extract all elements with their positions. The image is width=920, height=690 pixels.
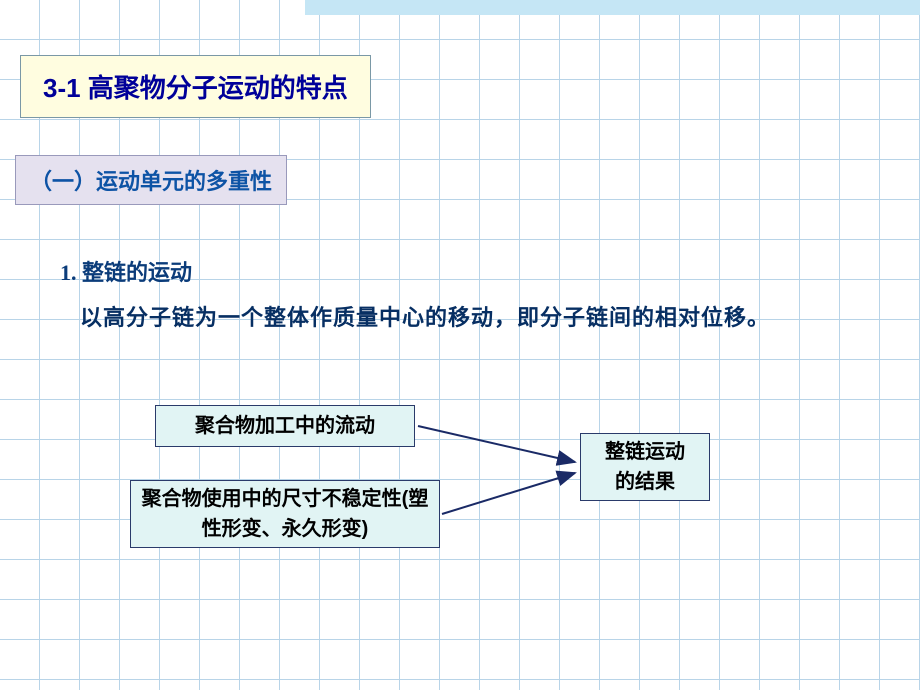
section-body: 以高分子链为一个整体作质量中心的移动，即分子链间的相对位移。 — [80, 300, 770, 332]
slide-subtitle: （一）运动单元的多重性 — [15, 155, 287, 205]
top-band — [305, 0, 920, 15]
flow-diagram: 聚合物加工中的流动 聚合物使用中的尺寸不稳定性(塑性形变、永久形变) 整链运动的… — [130, 395, 770, 575]
slide-title: 3-1 高聚物分子运动的特点 — [20, 55, 371, 118]
diagram-node-c: 整链运动的结果 — [580, 433, 710, 501]
diagram-node-a: 聚合物加工中的流动 — [155, 405, 415, 447]
section-heading: 1. 整链的运动 — [60, 255, 192, 287]
diagram-node-b: 聚合物使用中的尺寸不稳定性(塑性形变、永久形变) — [130, 480, 440, 548]
